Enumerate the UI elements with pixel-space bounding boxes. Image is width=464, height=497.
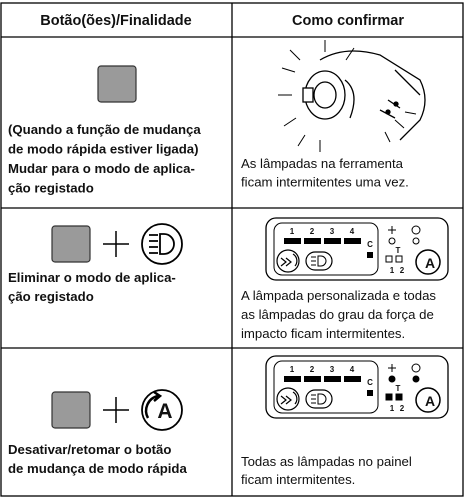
panel-number: 3 <box>330 227 335 236</box>
plus-sign <box>103 397 129 423</box>
panel-number: 1 <box>290 365 295 374</box>
panel-number: 1 <box>290 227 295 236</box>
impact-lamp <box>344 238 361 244</box>
purpose-line: Mudar para o modo de aplica- <box>8 161 195 176</box>
impact-lamp <box>324 238 341 244</box>
confirm-line: As lâmpadas na ferramenta <box>241 156 404 171</box>
light-button <box>305 251 333 271</box>
rotation-arrows <box>280 391 298 405</box>
light-symbol <box>311 393 327 405</box>
impact-lamp <box>324 376 341 382</box>
confirm-line: Todas as lâmpadas no painel <box>241 454 412 469</box>
panel-t-number: 1 <box>390 266 395 275</box>
purpose-line: Desativar/retomar o botão <box>8 442 171 457</box>
purpose-line: de mudança de modo rápida <box>8 461 187 476</box>
tool-illustration <box>278 40 426 152</box>
header-right: Como confirmar <box>292 13 404 29</box>
panel-a: A <box>425 255 435 271</box>
light-button-icon <box>141 223 183 265</box>
confirm-line: impacto ficam intermitentes. <box>241 326 405 341</box>
confirm-line: ficam intermitentes. <box>241 472 355 487</box>
custom-icon <box>411 225 421 235</box>
panel-t-number: 1 <box>390 404 395 413</box>
rotation-button <box>276 249 300 273</box>
panel-a: A <box>425 393 435 409</box>
panel-c: C <box>367 240 373 249</box>
panel-number: 2 <box>310 227 315 236</box>
panel-c: C <box>367 378 373 387</box>
mode-button-icon <box>51 225 91 263</box>
c-lamp <box>367 390 373 396</box>
t-lamp <box>395 255 403 263</box>
panel-t-number: 2 <box>400 266 405 275</box>
light-symbol <box>149 233 175 255</box>
impact-lamp <box>304 238 321 244</box>
arrow-symbol <box>144 390 163 419</box>
mode-lamp <box>388 237 396 245</box>
purpose-line: ção registado <box>8 181 94 196</box>
confirm-line: A lâmpada personalizada e todas <box>241 288 436 303</box>
c-lamp <box>367 252 373 258</box>
impact-lamp <box>284 376 301 382</box>
mode-icon <box>388 226 396 234</box>
rotation-button <box>276 387 300 411</box>
custom-icon <box>411 363 421 373</box>
panel-number: 3 <box>330 365 335 374</box>
t-lamp <box>395 393 403 401</box>
rotation-arrows <box>280 253 298 267</box>
a-button <box>415 387 441 413</box>
custom-lamp <box>412 375 420 383</box>
confirm-line: as lâmpadas do grau da força de <box>241 307 434 322</box>
mode-button-icon <box>51 391 91 429</box>
plus-sign <box>103 231 129 257</box>
light-symbol <box>311 255 327 267</box>
light-button <box>305 389 333 409</box>
mode-button-icon <box>97 65 137 103</box>
panel-inner <box>273 360 379 414</box>
a-button <box>415 249 441 275</box>
panel-t: T <box>396 384 401 393</box>
panel-t-number: 2 <box>400 404 405 413</box>
panel-inner <box>273 222 379 276</box>
mode-lamp <box>388 375 396 383</box>
purpose-line: ção registado <box>8 289 94 304</box>
t-lamp <box>385 255 393 263</box>
confirm-line: ficam intermitentes uma vez. <box>241 175 409 190</box>
icon-letter: A <box>157 400 172 423</box>
custom-lamp <box>412 237 420 245</box>
impact-lamp <box>344 376 361 382</box>
panel-number: 2 <box>310 365 315 374</box>
header-left: Botão(ões)/Finalidade <box>40 13 191 29</box>
purpose-line: de modo rápida estiver ligada) <box>8 142 199 157</box>
panel-t: T <box>396 246 401 255</box>
purpose-line: Eliminar o modo de aplica- <box>8 270 176 285</box>
impact-lamp <box>284 238 301 244</box>
purpose-line: (Quando a função de mudança <box>8 122 201 137</box>
t-lamp <box>385 393 393 401</box>
panel-number: 4 <box>350 227 355 236</box>
mode-icon <box>388 364 396 372</box>
panel-number: 4 <box>350 365 355 374</box>
impact-lamp <box>304 376 321 382</box>
